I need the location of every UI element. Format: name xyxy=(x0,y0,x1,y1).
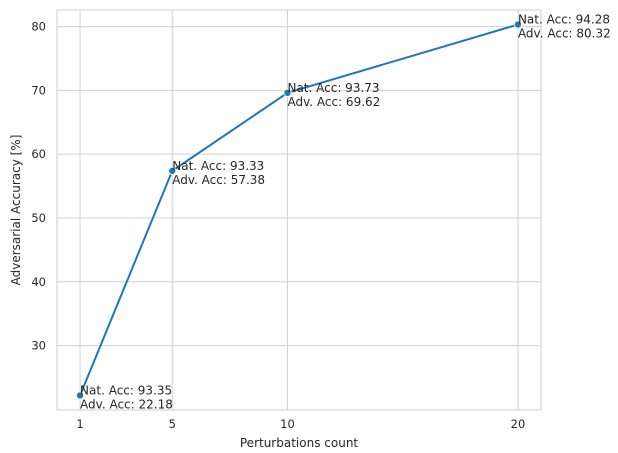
x-tick-labels: 1 5 10 20 xyxy=(76,417,525,431)
y-tick-label: 40 xyxy=(31,275,46,289)
data-point xyxy=(513,20,522,29)
x-tick-label: 20 xyxy=(511,417,526,431)
annotation-adv-acc: Adv. Acc: 57.38 xyxy=(172,173,265,187)
y-tick-label: 30 xyxy=(31,339,46,353)
annotation-nat-acc: Nat. Acc: 94.28 xyxy=(518,13,610,27)
y-tick-labels: 30 40 50 60 70 80 xyxy=(31,20,46,353)
x-axis-label: Perturbations count xyxy=(240,436,359,450)
y-tick-label: 80 xyxy=(31,20,46,34)
annotation-adv-acc: Adv. Acc: 69.62 xyxy=(287,95,380,109)
series-line xyxy=(79,23,519,396)
data-point xyxy=(283,88,292,97)
y-tick-label: 50 xyxy=(31,211,46,225)
annotation-nat-acc: Nat. Acc: 93.33 xyxy=(172,159,264,173)
y-tick-label: 70 xyxy=(31,83,46,97)
plot-area xyxy=(57,10,541,410)
data-point xyxy=(168,166,177,175)
annotation-adv-acc: Adv. Acc: 80.32 xyxy=(518,27,611,41)
x-tick-label: 1 xyxy=(76,417,83,431)
annotation-nat-acc: Nat. Acc: 93.35 xyxy=(80,383,172,397)
x-tick-label: 10 xyxy=(280,417,295,431)
data-point xyxy=(76,391,85,400)
annotation-nat-acc: Nat. Acc: 93.73 xyxy=(287,81,379,95)
y-tick-label: 60 xyxy=(31,147,46,161)
plot-frame xyxy=(56,9,542,411)
series xyxy=(76,20,522,400)
annotation-adv-acc: Adv. Acc: 22.18 xyxy=(80,397,173,411)
y-axis-label: Adversarial Accuracy [%] xyxy=(9,135,23,286)
x-tick-label: 5 xyxy=(169,417,176,431)
